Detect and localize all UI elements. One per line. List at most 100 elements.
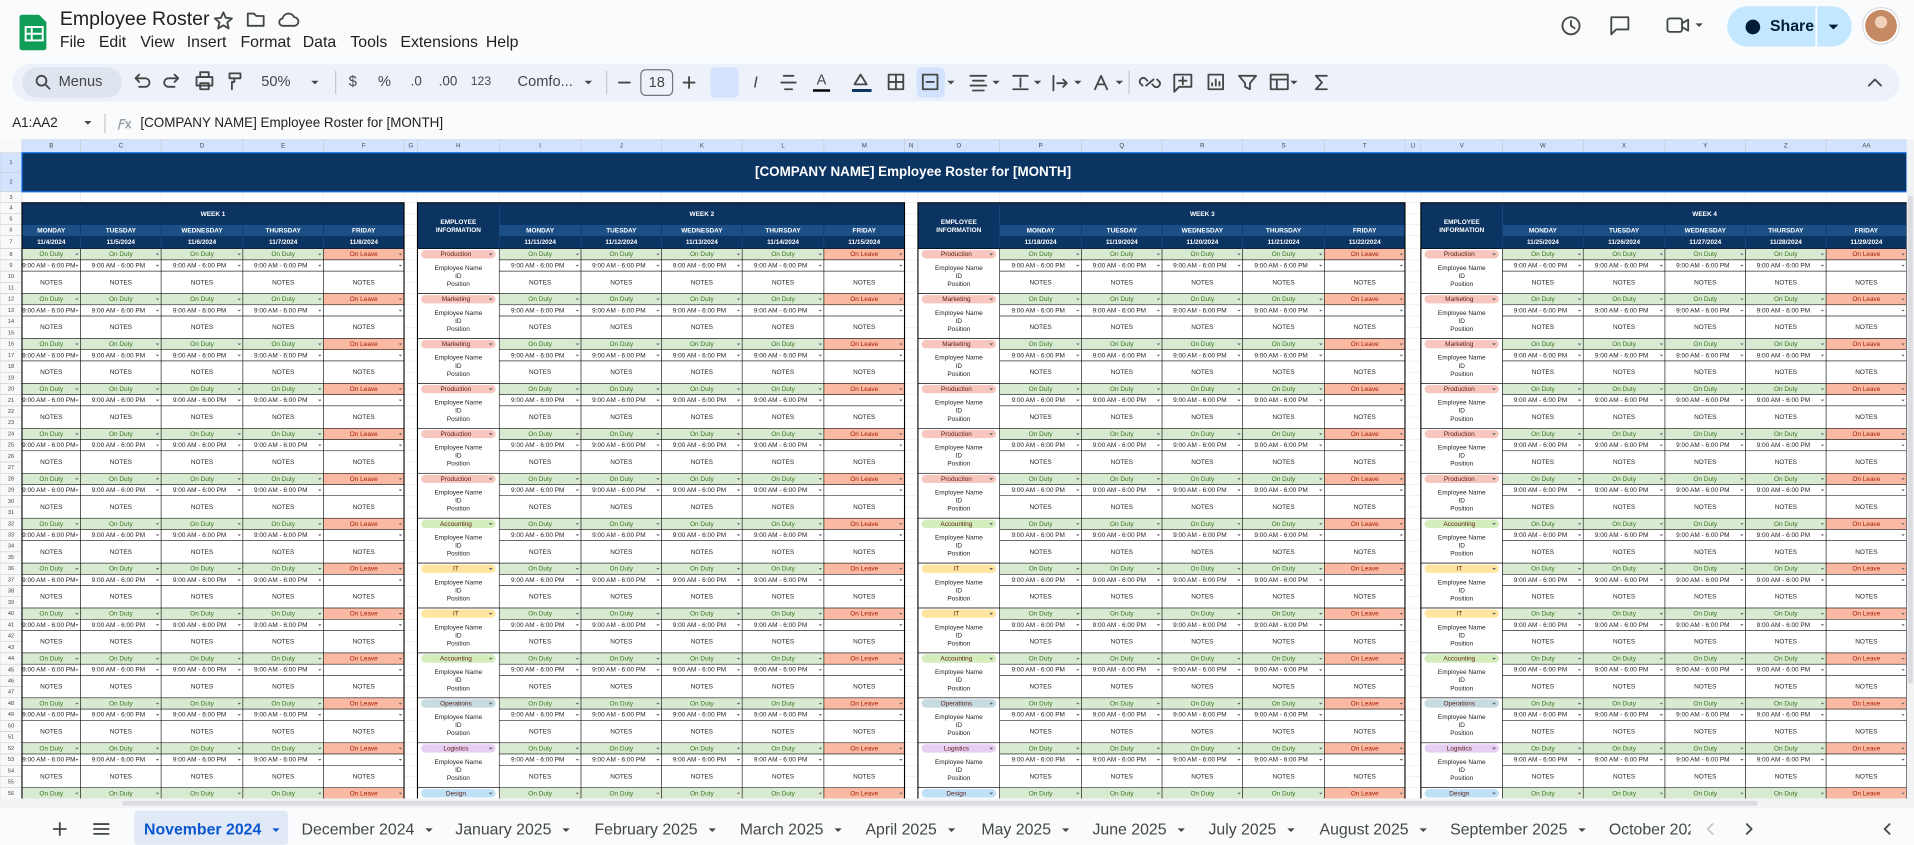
sheet-tab[interactable]: June 2025 [1092, 821, 1166, 838]
notes[interactable]: NOTES [610, 324, 633, 331]
notes[interactable]: NOTES [1532, 369, 1555, 376]
dropdown-arrow[interactable] [989, 747, 994, 750]
row-number[interactable]: 25 [8, 443, 14, 449]
notes[interactable]: NOTES [1272, 324, 1295, 331]
status[interactable]: On Leave [850, 341, 878, 348]
shift[interactable]: 9:00 AM - 6:00 PM [1676, 667, 1729, 674]
dropdown-arrow[interactable] [1492, 433, 1497, 436]
shift[interactable]: 9:00 AM - 6:00 PM [1093, 352, 1146, 359]
dropdown-arrow[interactable] [155, 309, 160, 312]
dropdown-arrow[interactable] [656, 264, 660, 267]
status[interactable]: On Duty [690, 656, 714, 663]
day-name[interactable]: TUESDAY [106, 227, 137, 234]
notes[interactable]: NOTES [1029, 414, 1052, 421]
dropdown-arrow[interactable] [155, 253, 160, 256]
print-icon[interactable] [195, 71, 214, 91]
dropdown-arrow[interactable] [899, 568, 903, 570]
status[interactable]: On Duty [771, 296, 795, 303]
status[interactable]: On Duty [528, 476, 552, 483]
sheet-tab[interactable]: February 2025 [594, 821, 697, 838]
status[interactable]: On Duty [1272, 296, 1296, 303]
department-chip[interactable] [1424, 295, 1499, 304]
column-letter[interactable]: U [1411, 143, 1415, 150]
rotate-icon[interactable] [1094, 74, 1109, 91]
shift[interactable]: 9:00 AM - 6:00 PM [1676, 442, 1729, 449]
notes[interactable]: NOTES [1029, 279, 1052, 286]
dropdown-arrow[interactable] [656, 624, 660, 626]
dropdown-arrow[interactable] [155, 433, 160, 436]
shift[interactable]: 9:00 AM - 6:00 PM [1093, 712, 1146, 719]
status[interactable]: On Duty [1693, 251, 1717, 258]
dropdown-arrow[interactable] [488, 298, 493, 301]
dropdown-arrow[interactable] [1237, 523, 1241, 525]
status[interactable]: On Leave [1351, 296, 1379, 303]
status[interactable]: On Duty [39, 656, 63, 663]
shift[interactable]: 9:00 AM - 6:00 PM [592, 667, 645, 674]
shift[interactable]: 9:00 AM - 6:00 PM [1254, 397, 1307, 404]
dropdown-arrow[interactable] [1577, 792, 1582, 795]
notes[interactable]: NOTES [353, 639, 376, 646]
dropdown-arrow[interactable] [656, 523, 660, 525]
notes[interactable]: NOTES [110, 279, 133, 286]
status[interactable]: On Duty [190, 431, 214, 438]
shift[interactable]: 9:00 AM - 6:00 PM [1514, 262, 1567, 269]
shift[interactable]: 9:00 AM - 6:00 PM [511, 577, 564, 584]
table-icon[interactable] [1269, 73, 1289, 91]
status[interactable]: On Leave [1852, 386, 1880, 393]
dropdown-arrow[interactable] [989, 792, 994, 795]
status[interactable]: On Duty [1191, 251, 1215, 258]
dropdown-arrow[interactable] [1901, 669, 1905, 671]
dropdown-arrow[interactable] [398, 579, 403, 582]
notes[interactable]: NOTES [853, 414, 876, 421]
shift[interactable]: 9:00 AM - 6:00 PM [1173, 307, 1226, 314]
shift[interactable]: 9:00 AM - 6:00 PM [254, 532, 307, 539]
employee-position[interactable]: Position [1450, 595, 1473, 602]
shift[interactable]: 9:00 AM - 6:00 PM [1514, 622, 1567, 629]
shift-cell[interactable] [1825, 349, 1907, 362]
dropdown-arrow[interactable] [398, 309, 403, 312]
dropdown-arrow[interactable] [237, 534, 241, 537]
shift[interactable]: 9:00 AM - 6:00 PM [1011, 262, 1064, 269]
dropdown-arrow[interactable] [155, 264, 160, 267]
notes[interactable]: NOTES [1855, 459, 1878, 466]
notes[interactable]: NOTES [191, 369, 214, 376]
dropdown-arrow[interactable] [899, 579, 903, 582]
employee-id[interactable]: ID [1459, 273, 1466, 280]
notes[interactable]: NOTES [1694, 504, 1717, 511]
notes[interactable]: NOTES [853, 324, 876, 331]
dropdown-arrow[interactable] [1577, 433, 1582, 436]
dropdown-arrow[interactable] [1399, 343, 1404, 346]
employee-id[interactable]: ID [455, 587, 462, 594]
department-chip[interactable] [421, 699, 496, 708]
department-chip[interactable] [421, 744, 496, 753]
dropdown-arrow[interactable] [1820, 433, 1825, 436]
notes[interactable]: NOTES [1613, 594, 1636, 601]
department[interactable]: IT [1456, 611, 1462, 618]
status[interactable]: On Duty [190, 745, 214, 752]
notes[interactable]: NOTES [1532, 729, 1555, 736]
dropdown-arrow[interactable] [1740, 702, 1744, 705]
shift[interactable]: 9:00 AM - 6:00 PM [254, 667, 307, 674]
dropdown-arrow[interactable] [237, 759, 241, 761]
dropdown-arrow[interactable] [562, 828, 570, 833]
status[interactable]: On Duty [528, 700, 552, 707]
department-chip[interactable] [921, 384, 997, 394]
dropdown-arrow[interactable] [1577, 747, 1582, 750]
status[interactable]: On Duty [1693, 790, 1717, 797]
dropdown-arrow[interactable] [155, 759, 160, 761]
employee-id[interactable]: ID [1459, 318, 1466, 325]
notes[interactable]: NOTES [40, 773, 63, 780]
notes[interactable]: NOTES [691, 639, 714, 646]
notes[interactable]: NOTES [772, 369, 795, 376]
dropdown-arrow[interactable] [575, 759, 580, 761]
notes[interactable]: NOTES [529, 729, 552, 736]
status[interactable]: On Duty [1612, 566, 1636, 573]
shift[interactable]: 9:00 AM - 6:00 PM [754, 307, 807, 314]
notes[interactable]: NOTES [1354, 549, 1377, 556]
notes[interactable]: NOTES [1191, 414, 1214, 421]
notes[interactable]: NOTES [1532, 324, 1555, 331]
share-button[interactable] [1727, 6, 1852, 47]
dropdown-arrow[interactable] [1319, 444, 1323, 447]
dropdown-arrow[interactable] [818, 624, 822, 626]
dropdown-arrow[interactable] [1820, 264, 1825, 267]
